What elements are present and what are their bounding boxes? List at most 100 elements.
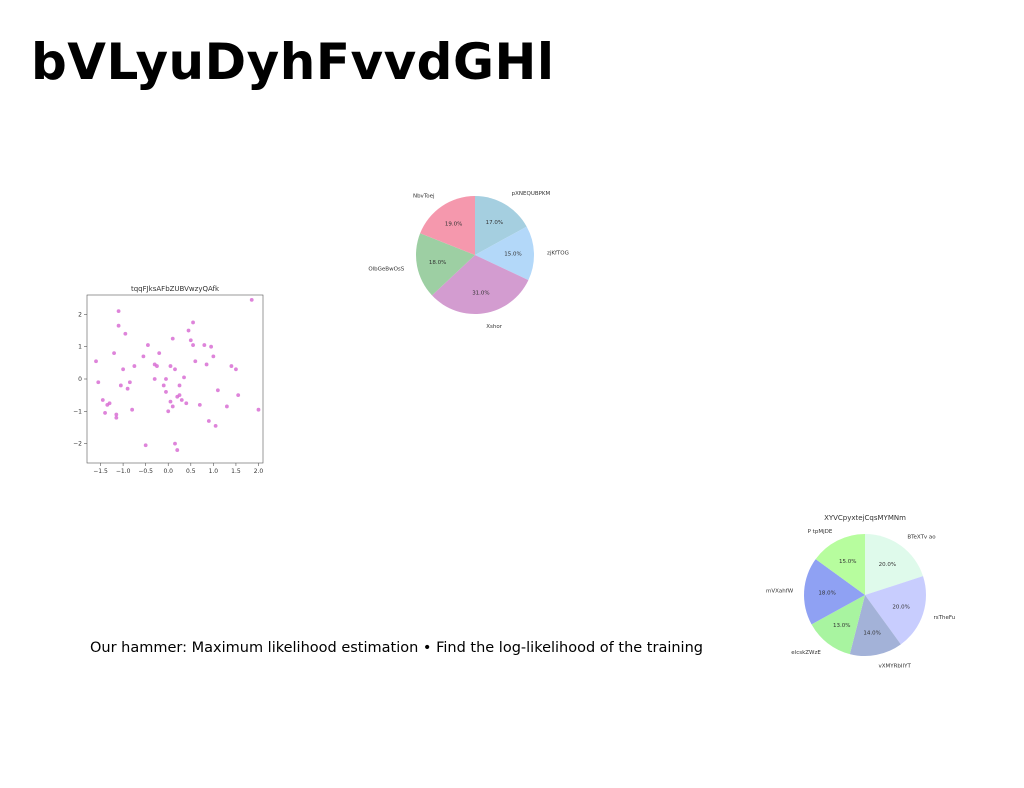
scatter-point [168,364,173,368]
scatter-point [209,344,214,349]
scatter-point [127,380,132,385]
scatter-point [157,351,162,356]
pie-slice [815,534,865,595]
scatter-point [224,404,229,409]
scatter-point [177,383,182,388]
scatter-point [213,423,218,428]
pie-slice [849,595,901,656]
scatter-point [175,448,180,452]
scatter-point [96,380,101,385]
scatter-point [182,375,186,380]
scatter-point [112,351,116,356]
slide-title: bVLyuDyhFvvdGHl [31,33,555,91]
x-tick-label: 2.0 [254,468,264,475]
pie-slice [865,576,926,645]
scatter-point [152,377,157,381]
pie-slice [416,233,475,296]
slice-percent-label: 15.0% [839,559,856,565]
scatter-point [164,377,168,381]
x-tick-label: −1.5 [93,468,108,475]
pie-slice [804,559,865,625]
slice-label: vXMYRbIIYT [878,664,911,670]
x-tick-label: 1.5 [231,468,241,475]
x-tick-label: 0.0 [163,468,173,475]
scatter-point [191,320,195,325]
chart-title: XYVCpyxtejCqsMYMNm [824,514,906,522]
scatter-point [193,359,198,364]
scatter-point [173,441,177,446]
scatter-point [164,390,168,394]
y-tick-label: −1 [73,408,82,415]
slice-label: P tpMjDE [808,529,833,535]
slice-percent-label: 31.0% [472,290,489,296]
scatter-point [197,402,202,407]
scatter-point [146,343,150,347]
plot-frame [86,294,264,464]
scatter-point [125,386,130,391]
scatter-point [249,297,254,302]
y-tick-label: 1 [78,344,82,351]
scatter-point [236,393,241,398]
scatter-point [130,407,135,412]
scatter-point [155,364,159,368]
scatter-point [256,407,261,412]
scatter-point [170,404,175,409]
scatter-point [114,412,119,417]
x-tick-label: 0.5 [186,468,196,475]
scatter-point [103,411,107,415]
pie-slice [475,196,527,255]
scatter-point [177,393,182,398]
slice-percent-label: 20.0% [892,605,909,611]
scatter-point [118,383,123,388]
slice-percent-label: 18.0% [429,260,446,266]
y-tick-label: 0 [78,376,82,383]
slice-percent-label: 17.0% [486,220,503,226]
slice-label: mVXahfW [766,588,794,594]
pie-slice [865,534,924,595]
scatter-point [100,398,105,402]
scatter-point [179,398,184,402]
body-text: Our hammer: Maximum likelihood estimatio… [90,640,703,656]
scatter-point [173,367,177,372]
scatter-point [215,388,220,393]
slice-percent-label: 15.0% [504,252,521,258]
scatter-point [123,331,128,336]
pie-slice [431,255,529,314]
slice-percent-label: 18.0% [818,591,835,597]
scatter-point [116,323,121,328]
scatter-point [204,362,209,367]
scatter-plot: tqqFJksAFbZUBVwzyQAfk −1.5 −1.0 −0.5 0.0 0.5 1… [73,285,264,475]
slice-percent-label: 13.0% [833,623,850,629]
scatter-point [166,409,171,414]
x-tick-label: −0.5 [138,468,153,475]
scatter-point [229,364,234,368]
scatter-point [206,419,211,423]
chart-title: tqqFJksAFbZUBVwzyQAfk [131,285,220,293]
scatter-point [211,354,216,359]
scatter-point [186,328,191,333]
pie-chart-bottom: XYVCpyxtejCqsMYMNm 20.0% BTeXTv ao 20.0% rsT… [766,514,955,670]
slice-percent-label: 14.0% [863,630,880,636]
scatter-point [121,367,126,372]
scatter-point [143,443,148,448]
scatter-point [184,401,189,406]
scatter-point [234,367,238,372]
slice-label: rsTheFu [933,615,955,621]
slice-label: Xshor [486,324,502,330]
scatter-point [202,343,207,347]
scatter-point [191,343,195,347]
scatter-point [168,399,173,404]
scatter-point [161,383,166,388]
pie-slice [420,196,475,255]
x-tick-label: 1.0 [209,468,219,475]
y-tick-label: 2 [78,311,82,318]
pie-chart-top: 17.0% pXNEQUBPKM 15.0% zjKfTOG 31.0% Xshor 18.… [368,191,569,330]
slice-label: zjKfTOG [547,251,569,257]
slice-label: pXNEQUBPKM [512,191,551,197]
slice-label: BTeXTv ao [907,535,936,541]
scatter-point [188,338,193,343]
scatter-point [170,336,175,341]
slice-label: NbvToej [413,193,435,199]
scatter-point [132,364,137,368]
scatter-point [141,354,146,359]
